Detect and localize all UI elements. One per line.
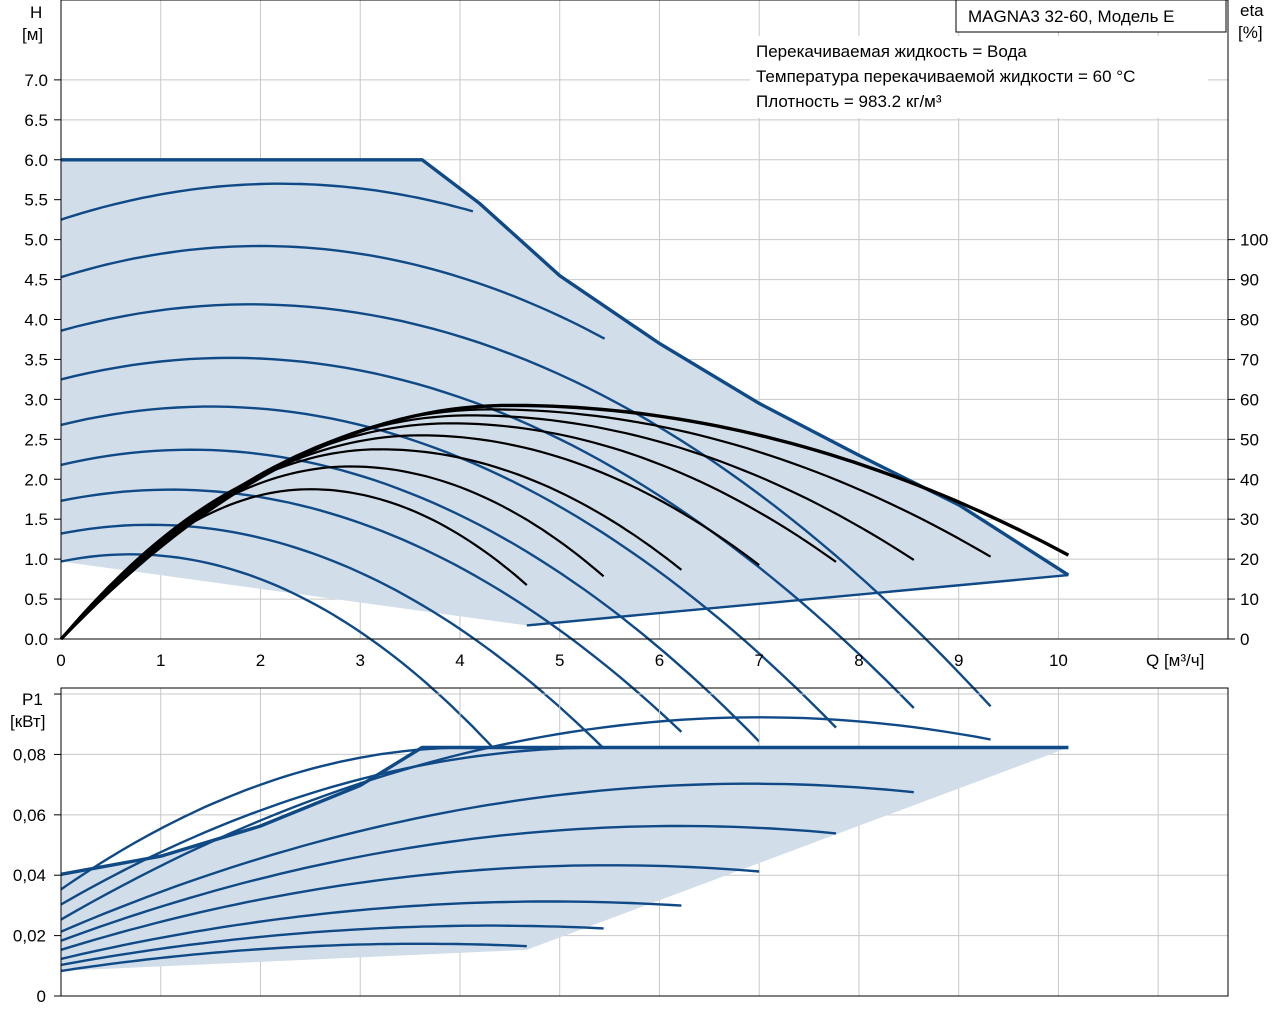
p1-curve <box>60 864 760 951</box>
qh-curve <box>60 303 992 708</box>
h-tick-label: 6.5 <box>24 111 48 130</box>
h-tick-label: 2.0 <box>24 470 48 489</box>
qh-plot-frame <box>60 0 1229 640</box>
p1-curve <box>60 924 604 967</box>
q-tick-label: 7 <box>754 651 763 670</box>
h-tick-label: 4.5 <box>24 271 48 290</box>
qh-operating-area <box>61 159 1069 626</box>
p1-curve <box>60 942 527 973</box>
q-tick-label: 6 <box>655 651 664 670</box>
p1-curve <box>60 824 837 942</box>
qh-curve <box>60 488 683 733</box>
q-tick-label: 5 <box>555 651 564 670</box>
qh-curve <box>60 523 605 750</box>
q-tick-label: 3 <box>355 651 364 670</box>
eta-tick-label: 80 <box>1240 311 1259 330</box>
h-tick-label: 5.0 <box>24 231 48 250</box>
qh-curve <box>60 553 528 787</box>
h-tick-label: 3.0 <box>24 390 48 409</box>
eta-curve <box>60 414 915 640</box>
q-tick-label: 10 <box>1049 651 1068 670</box>
h-tick-label: 4.0 <box>24 311 48 330</box>
p1-tick-label: 0,08 <box>13 745 46 764</box>
eta-tick-label: 100 <box>1240 231 1268 250</box>
qh-area <box>61 159 1069 626</box>
p1-operating-area <box>61 747 1069 971</box>
p1-max-curve <box>60 745 1069 876</box>
eta-axis-label: eta <box>1240 1 1264 20</box>
p1-tick-label: 0 <box>37 987 46 1006</box>
p1-area <box>61 747 1069 971</box>
h-tick-label: 2.5 <box>24 430 48 449</box>
p1-axis-label: P1 <box>22 690 43 709</box>
h-tick-label: 0.5 <box>24 590 48 609</box>
h-tick-label: 0.0 <box>24 630 48 649</box>
q-tick-label: 8 <box>854 651 863 670</box>
qh-curve <box>60 448 761 743</box>
h-tick-label: 5.5 <box>24 191 48 210</box>
qh-area-edge <box>526 573 1069 627</box>
eta-tick-label: 70 <box>1240 350 1259 369</box>
p1-plot-frame <box>60 687 1229 997</box>
model-label-box <box>955 0 1227 33</box>
p1-axis-unit: [кВт] <box>10 712 45 731</box>
eta-tick-label: 20 <box>1240 550 1259 569</box>
eta-tick-label: 30 <box>1240 510 1259 529</box>
eta-curves <box>59 403 1070 641</box>
p1-tick-label: 0,06 <box>13 806 46 825</box>
q-axis-label: Q [м³/ч] <box>1146 651 1204 670</box>
h-tick-label: 3.5 <box>24 350 48 369</box>
qh-curve <box>60 244 606 340</box>
eta-tick-label: 50 <box>1240 430 1259 449</box>
h-axis-label: H <box>30 3 42 22</box>
h-tick-label: 1.5 <box>24 510 48 529</box>
model-label: MAGNA3 32-60, Модель E <box>968 7 1175 26</box>
qh-ticks: 0.0 0.5 1.0 1.5 2.0 2.5 3.0 3.5 4.0 4.5 5.0 5.5 6.0 6… <box>24 71 1268 670</box>
eta-tick-label: 0 <box>1240 630 1249 649</box>
qh-curve <box>60 182 474 221</box>
condition-fluid: Перекачиваемая жидкость = Вода <box>756 42 1027 61</box>
q-tick-label: 1 <box>156 651 165 670</box>
eta-curve <box>59 403 1070 641</box>
condition-temperature: Температура перекачиваемой жидкости = 60… <box>756 67 1135 86</box>
p1-tick-label: 0,02 <box>13 927 46 946</box>
p1-curve <box>60 900 682 961</box>
p1-ticks: 0 0,02 0,04 0,06 0,08 <box>13 693 61 1006</box>
h-axis-unit: [м] <box>22 25 43 44</box>
q-tick-label: 4 <box>455 651 464 670</box>
eta-curve <box>60 448 683 640</box>
h-tick-label: 6.0 <box>24 151 48 170</box>
q-tick-label: 9 <box>954 651 963 670</box>
p1-curve <box>60 782 914 933</box>
eta-tick-label: 60 <box>1240 390 1259 409</box>
eta-axis-unit: [%] <box>1238 23 1263 42</box>
eta-tick-label: 40 <box>1240 470 1259 489</box>
h-tick-label: 7.0 <box>24 71 48 90</box>
q-tick-label: 0 <box>56 651 65 670</box>
p1-curve <box>60 746 470 891</box>
q-tick-label: 2 <box>256 651 265 670</box>
eta-tick-label: 90 <box>1240 271 1259 290</box>
p1-tick-label: 0,04 <box>13 866 46 885</box>
conditions-box <box>750 36 1208 118</box>
eta-curve <box>60 408 992 640</box>
condition-density: Плотность = 983.2 кг/м³ <box>756 92 942 111</box>
h-tick-label: 1.0 <box>24 550 48 569</box>
eta-tick-label: 10 <box>1240 590 1259 609</box>
p1-curves <box>60 716 1069 973</box>
